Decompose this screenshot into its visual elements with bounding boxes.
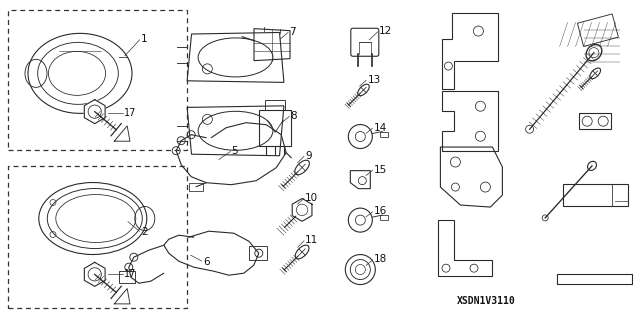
Polygon shape xyxy=(115,126,130,141)
Bar xyxy=(265,100,285,110)
Bar xyxy=(8,166,187,308)
Bar xyxy=(8,10,187,150)
Polygon shape xyxy=(115,288,130,304)
Text: XSDN1V3110: XSDN1V3110 xyxy=(457,296,516,307)
Bar xyxy=(579,113,611,129)
Text: 6: 6 xyxy=(203,256,209,267)
Text: 11: 11 xyxy=(305,235,319,245)
Bar xyxy=(189,183,204,191)
Text: 12: 12 xyxy=(379,26,392,36)
Bar xyxy=(577,14,618,47)
Bar xyxy=(249,246,267,260)
Text: 9: 9 xyxy=(305,151,312,161)
Text: 13: 13 xyxy=(367,75,381,85)
Bar xyxy=(563,184,628,205)
Text: 7: 7 xyxy=(289,27,296,37)
Text: 5: 5 xyxy=(232,146,238,156)
Bar xyxy=(119,271,135,283)
Bar xyxy=(259,110,291,146)
Text: 17: 17 xyxy=(124,108,136,118)
Polygon shape xyxy=(84,262,105,286)
Text: 8: 8 xyxy=(291,111,297,121)
Text: 17: 17 xyxy=(124,269,136,279)
Bar xyxy=(557,274,632,284)
Text: 10: 10 xyxy=(305,193,319,203)
Text: 15: 15 xyxy=(374,165,387,175)
Text: 2: 2 xyxy=(141,227,147,237)
Text: 1: 1 xyxy=(141,34,147,44)
Bar xyxy=(380,215,388,220)
Text: 18: 18 xyxy=(374,254,387,264)
Polygon shape xyxy=(84,100,105,124)
Bar xyxy=(380,131,388,137)
Text: 14: 14 xyxy=(374,122,387,133)
Text: 16: 16 xyxy=(374,206,387,216)
